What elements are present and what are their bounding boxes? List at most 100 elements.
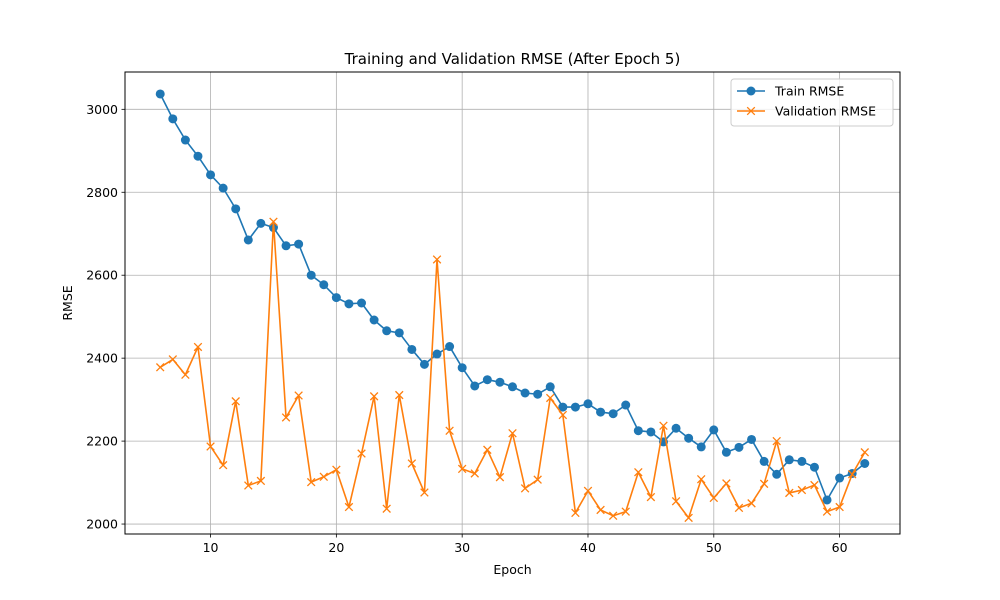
- validation-rmse-point: [269, 217, 278, 226]
- validation-rmse-point: [155, 363, 165, 372]
- legend-train-label: Train RMSE: [774, 84, 844, 99]
- x-tick-label: 10: [203, 540, 219, 555]
- y-tick-label: 3000: [86, 102, 118, 117]
- validation-rmse-point: [797, 485, 807, 495]
- y-tick-label: 2800: [86, 185, 118, 200]
- validation-rmse-point: [193, 342, 203, 352]
- validation-rmse-point: [369, 392, 379, 401]
- train-rmse-point: [294, 239, 304, 249]
- train-rmse-point: [331, 293, 341, 303]
- y-axis-label: RMSE: [60, 285, 75, 320]
- y-tick-label: 2200: [86, 434, 118, 449]
- validation-rmse-point: [395, 390, 404, 400]
- validation-rmse-point: [659, 421, 668, 431]
- validation-rmse-point: [432, 255, 442, 264]
- validation-rmse-point: [634, 467, 643, 477]
- plot-area-frame: [124, 71, 901, 535]
- validation-rmse-point: [231, 397, 240, 406]
- validation-rmse-point: [420, 488, 429, 497]
- train-rmse-point: [570, 402, 580, 412]
- validation-rmse-point: [571, 508, 580, 518]
- validation-rmse-point: [407, 459, 417, 468]
- train-rmse-point: [155, 89, 165, 99]
- train-rmse-point: [709, 425, 719, 435]
- train-rmse-point: [583, 399, 593, 409]
- validation-rmse-point: [457, 464, 467, 474]
- validation-rmse-point: [759, 479, 769, 489]
- grid-lines: [125, 72, 900, 534]
- validation-rmse-point: [281, 413, 291, 422]
- validation-rmse-point: [344, 502, 354, 512]
- y-tick-label: 2600: [86, 268, 118, 283]
- train-rmse-point: [432, 349, 442, 359]
- train-rmse-point: [193, 151, 203, 161]
- train-rmse-point: [344, 299, 354, 309]
- validation-rmse-point: [357, 449, 366, 458]
- train-rmse-point: [822, 495, 832, 505]
- train-rmse-point: [684, 433, 694, 443]
- train-rmse-point: [533, 389, 543, 399]
- train-rmse-point: [747, 434, 757, 444]
- train-rmse-point: [382, 326, 392, 336]
- train-rmse-line: [159, 93, 866, 501]
- validation-rmse-point: [332, 465, 341, 474]
- x-axis-label: Epoch: [493, 562, 531, 577]
- train-rmse-point: [281, 241, 291, 251]
- validation-rmse-point: [319, 472, 329, 482]
- validation-rmse-point: [181, 370, 190, 380]
- validation-rmse-point: [671, 496, 681, 506]
- validation-rmse-point: [508, 428, 517, 438]
- legend: Train RMSE Validation RMSE: [730, 78, 894, 127]
- validation-rmse-point: [520, 484, 530, 493]
- train-rmse-point: [168, 114, 178, 124]
- validation-rmse-point: [294, 391, 303, 400]
- chart-title: Training and Validation RMSE (After Epoc…: [344, 50, 681, 68]
- train-rmse-point: [394, 328, 404, 338]
- train-rmse-point: [671, 423, 681, 433]
- x-tick-label: 20: [328, 540, 344, 555]
- y-tick-label: 2000: [86, 517, 118, 532]
- validation-rmse-point: [596, 505, 605, 515]
- train-rmse-point: [835, 473, 845, 483]
- axis-ticks: 10 20 30 40 50 60 2000 2200 2400 2600 2800 3000: [86, 102, 847, 555]
- train-rmse-point: [319, 280, 329, 290]
- validation-rmse-point: [822, 507, 832, 516]
- train-rmse-point: [558, 402, 568, 412]
- train-rmse-point: [721, 447, 731, 457]
- train-rmse-point: [520, 388, 530, 398]
- validation-rmse-point: [445, 426, 454, 435]
- train-rmse-point: [457, 363, 467, 373]
- validation-rmse-point: [545, 393, 555, 403]
- train-rmse-point: [621, 400, 631, 410]
- validation-rmse-point: [684, 513, 693, 523]
- y-tick-label: 2400: [86, 351, 118, 366]
- x-tick-label: 50: [706, 540, 722, 555]
- train-rmse-point: [596, 407, 606, 417]
- train-rmse-point: [231, 204, 241, 214]
- legend-train-marker: [746, 86, 756, 96]
- train-rmse-point: [357, 298, 367, 308]
- train-rmse-point: [180, 135, 190, 145]
- train-rmse-point: [545, 382, 555, 392]
- train-rmse-point: [734, 442, 744, 452]
- validation-rmse-point: [810, 480, 819, 490]
- train-rmse-point: [508, 382, 517, 392]
- train-rmse-point: [759, 456, 769, 466]
- train-rmse-point: [419, 359, 429, 369]
- legend-box: [730, 78, 894, 127]
- train-rmse-point: [218, 183, 228, 193]
- train-rmse-point: [243, 235, 253, 245]
- validation-rmse-point: [772, 436, 781, 446]
- train-rmse-point: [608, 409, 618, 419]
- validation-rmse-point: [621, 507, 630, 516]
- validation-rmse-point: [218, 460, 228, 470]
- validation-rmse-point: [860, 448, 870, 457]
- validation-rmse-point: [382, 504, 391, 513]
- train-rmse-point: [772, 469, 782, 479]
- train-rmse-point: [445, 342, 455, 352]
- validation-rmse-point: [709, 493, 719, 503]
- validation-rmse-point: [533, 475, 542, 484]
- validation-rmse-point: [483, 445, 492, 455]
- validation-rmse-point: [206, 442, 215, 451]
